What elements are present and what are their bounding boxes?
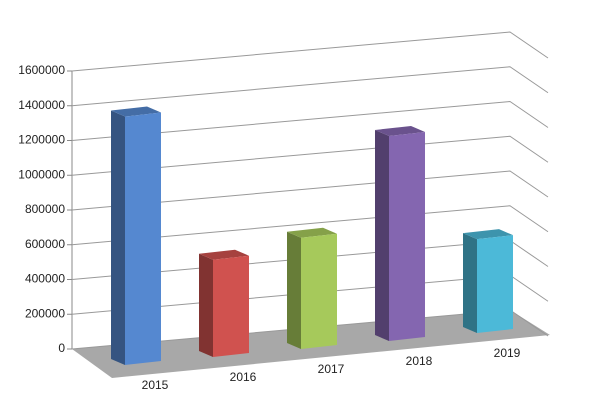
y-tick-label: 200000 (25, 306, 65, 320)
x-tick-label: 2019 (494, 346, 521, 360)
bar (301, 233, 337, 349)
grid-line (71, 205, 549, 246)
y-tick-label: 800000 (25, 202, 65, 216)
grid-line (71, 66, 549, 107)
bar-top (287, 227, 337, 238)
grid-line (71, 135, 549, 176)
bar (389, 131, 425, 341)
bar-side (375, 129, 389, 341)
y-tick-label: 1600000 (18, 63, 65, 77)
x-tick-label: 2016 (230, 370, 257, 384)
y-tick-label: 400000 (25, 272, 65, 286)
bar-side (463, 233, 477, 333)
y-tick-label: 1000000 (18, 167, 65, 181)
bar (213, 255, 249, 357)
y-tick-label: 1400000 (18, 98, 65, 112)
y-tick-label: 1200000 (18, 133, 65, 147)
bar-top (375, 125, 425, 136)
x-tick-label: 2015 (142, 378, 169, 392)
x-tick-label: 2018 (406, 354, 433, 368)
bar-side (111, 110, 125, 365)
grid-line (71, 100, 549, 141)
bar-side (287, 231, 301, 349)
bar-top (111, 106, 161, 117)
bar (125, 112, 161, 365)
bar (477, 235, 513, 333)
x-tick-label: 2017 (318, 362, 345, 376)
bar-side (199, 253, 213, 357)
y-tick-label: 0 (58, 341, 65, 355)
y-tick-label: 600000 (25, 237, 65, 251)
grid-line (71, 170, 549, 211)
grid-line (71, 31, 549, 72)
bar-top (199, 249, 249, 260)
bar-top (463, 229, 513, 240)
